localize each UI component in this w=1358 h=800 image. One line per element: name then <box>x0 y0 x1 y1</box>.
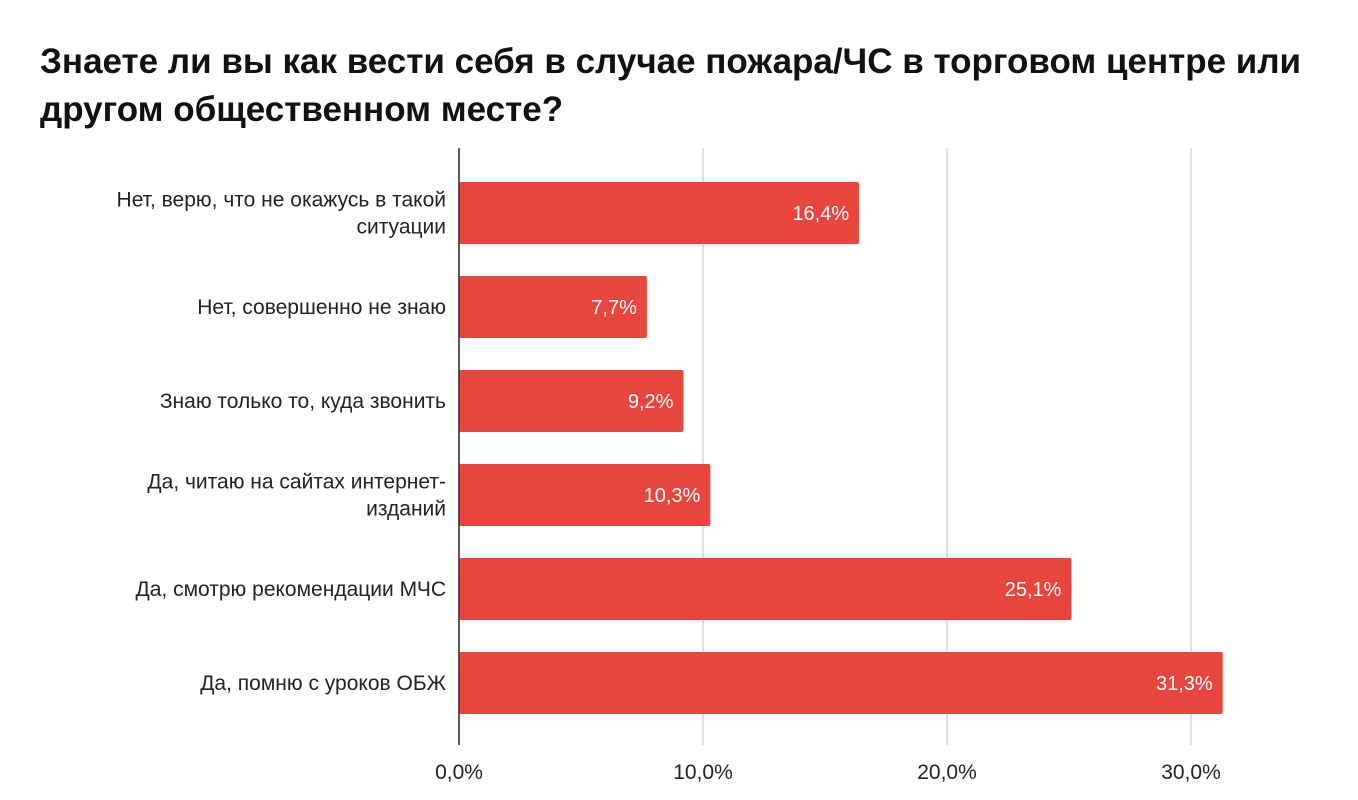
category-label: Нет, совершенно не знаю <box>197 296 446 319</box>
x-tick-label: 30,0% <box>1161 761 1221 784</box>
bar <box>459 652 1223 714</box>
x-tick-label: 0,0% <box>435 761 483 784</box>
data-labels: 16,4% 7,7% 9,2% 10,3% 25,1% 31,3% <box>591 203 1213 695</box>
bar <box>459 370 684 432</box>
category-label: Да, смотрю рекомендации МЧС <box>136 578 446 601</box>
data-label: 7,7% <box>591 297 637 319</box>
x-tick-label: 20,0% <box>917 761 977 784</box>
data-label: 10,3% <box>644 485 701 507</box>
bar <box>459 464 711 526</box>
bar <box>459 558 1072 620</box>
bar <box>459 276 647 338</box>
bars <box>459 182 1223 714</box>
x-axis-tick-labels: 0,0% 10,0% 20,0% 30,0% <box>435 761 1221 784</box>
data-label: 31,3% <box>1156 673 1213 695</box>
category-label: Знаю только то, куда звонить <box>160 390 446 413</box>
bar <box>459 182 860 244</box>
data-label: 25,1% <box>1005 579 1062 601</box>
category-label: Да, читаю на сайтах интернет-изданий <box>147 471 446 521</box>
x-tick-label: 10,0% <box>673 761 733 784</box>
category-labels: Нет, верю, что не окажусь в такой ситуаци… <box>117 189 447 696</box>
data-label: 9,2% <box>628 391 674 413</box>
chart-title: Знаете ли вы как вести себя в случае пож… <box>40 42 1302 129</box>
category-label: Да, помню с уроков ОБЖ <box>200 672 446 695</box>
gridlines <box>702 148 1192 745</box>
data-label: 16,4% <box>792 203 849 225</box>
category-label: Нет, верю, что не окажусь в такой ситуаци… <box>117 189 446 239</box>
